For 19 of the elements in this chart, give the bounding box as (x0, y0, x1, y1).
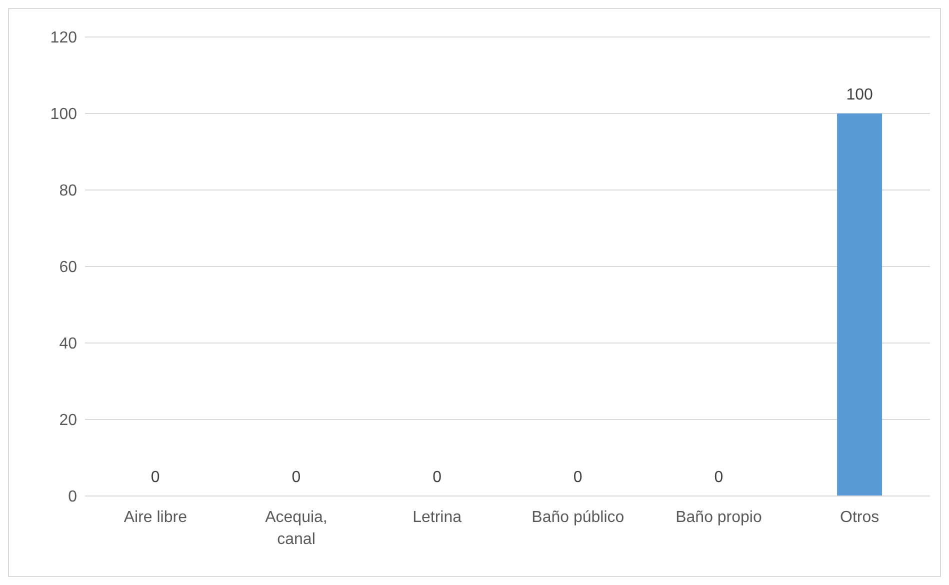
data-label: 0 (292, 469, 301, 486)
data-label: 100 (846, 86, 873, 104)
y-tick-label: 40 (59, 336, 78, 353)
data-label: 0 (573, 469, 582, 486)
y-tick-label: 80 (59, 182, 78, 200)
y-tick-label: 0 (68, 488, 78, 506)
data-label: 0 (150, 469, 160, 486)
x-tick-label: Baño público (532, 509, 624, 526)
y-tick-label: 20 (59, 412, 78, 430)
x-tick-label: Letrina (412, 509, 462, 526)
y-tick-label: 60 (59, 259, 78, 276)
x-tick-label: Acequia, canal (265, 509, 328, 548)
y-tick-label: 100 (50, 106, 78, 124)
data-label: 0 (432, 469, 442, 486)
data-label: 0 (714, 469, 724, 486)
x-tick-label: Baño propio (676, 509, 762, 526)
x-tick-label: Otros (840, 509, 880, 526)
y-tick-label: 120 (50, 30, 78, 47)
x-tick-label: Aire libre (124, 509, 188, 526)
